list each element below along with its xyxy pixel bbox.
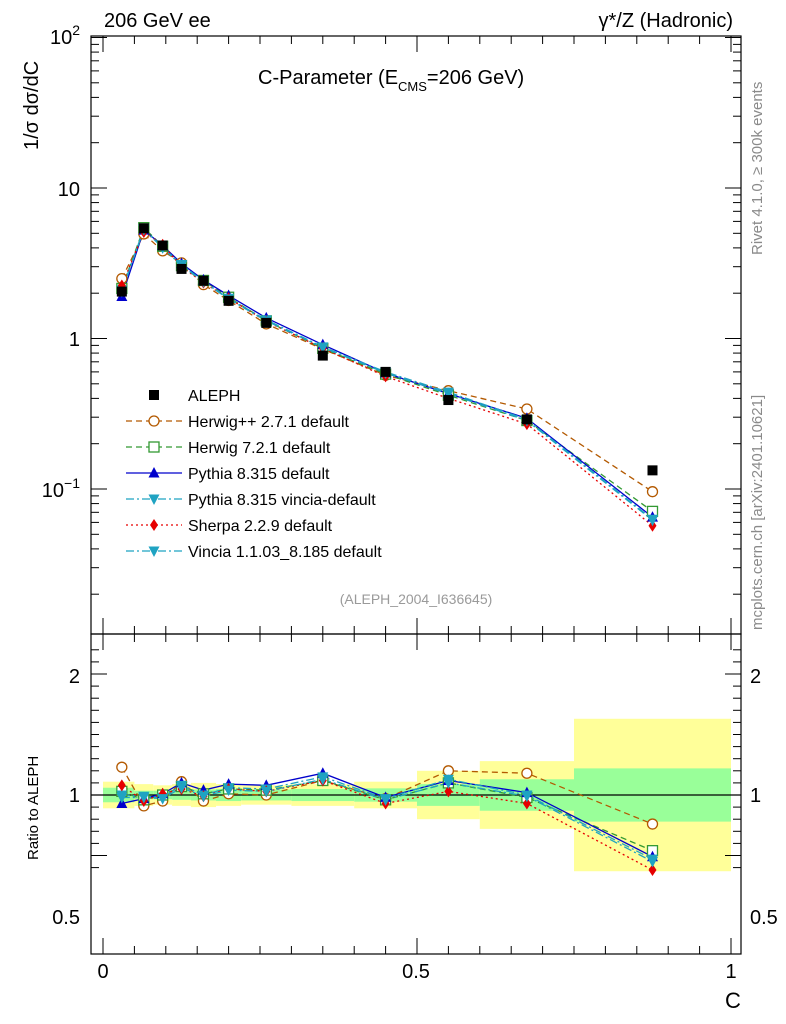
point-ALEPH: [521, 414, 532, 425]
legend-marker-ALEPH: [149, 390, 159, 400]
legend-label-vincia: Vincia 1.1.03_8.185 default: [188, 544, 382, 561]
mcplots-label: mcplots.cern.ch [arXiv:2401.10621]: [749, 395, 766, 630]
ratio-point-vincia: [380, 795, 392, 806]
main-series-markers: [116, 222, 659, 532]
ratio-frame: [90, 633, 742, 955]
ratio-point-sherpa: [522, 797, 531, 810]
ratio-point-herwigpp: [521, 767, 533, 779]
legend-marker-herwigpp: [148, 415, 160, 427]
ratio-point-sherpa: [444, 785, 453, 798]
ratio-point-sherpa: [117, 779, 126, 792]
y-axis-label: 1/σ dσ/dC: [21, 61, 43, 150]
ratio-line-sherpa: [121, 779, 653, 871]
ratio-tick-label-1: 1: [69, 785, 80, 807]
series-line-herwig7: [121, 226, 653, 512]
ratio-tick-label-right-1: 1: [750, 785, 761, 807]
point-ALEPH: [116, 286, 127, 297]
analysis-label: (ALEPH_2004_I636645): [340, 591, 493, 607]
y-tick-label-1: 1: [69, 329, 80, 351]
ratio-panel: Ratio to ALEPH 2 1 0.5 2 1 0.5 0 0.5 1 C: [25, 633, 778, 1013]
point-ALEPH: [261, 317, 272, 328]
ratio-point-sherpa: [648, 864, 657, 877]
legend-marker-pythia: [148, 467, 160, 478]
legend: ALEPH Herwig++ 2.7.1 default Herwig 7.2.1 …: [126, 388, 382, 561]
point-vincia: [317, 343, 329, 354]
ratio-tick-label-0.5: 0.5: [52, 907, 80, 929]
point-ALEPH: [138, 223, 149, 234]
point-herwigpp: [646, 486, 659, 498]
ratio-tick-label-right-2: 2: [750, 666, 761, 688]
header-left-label: 206 GeV ee: [104, 10, 211, 32]
ratio-point-vincia: [260, 786, 272, 798]
chart-title-main: C-Parameter (E: [258, 67, 398, 89]
legend-label-pythia: Pythia 8.315 default: [188, 466, 330, 483]
point-ALEPH: [317, 350, 328, 361]
ratio-point-herwigpp: [442, 765, 455, 777]
point-ALEPH: [380, 366, 391, 377]
ratio-y-axis-label: Ratio to ALEPH: [25, 756, 42, 860]
chart-title: C-Parameter (ECMS=206 GeV): [258, 67, 524, 94]
ratio-point-vincia: [442, 778, 454, 789]
ratio-point-herwigpp: [116, 761, 128, 773]
chart-title-sub: CMS: [398, 79, 427, 94]
ratio-line-herwig7: [121, 779, 653, 852]
rivet-label: Rivet 4.1.0, ≥ 300k events: [749, 82, 766, 255]
legend-label-sherpa: Sherpa 2.2.9 default: [188, 518, 333, 535]
x-tick-label-0.5: 0.5: [402, 961, 430, 983]
ratio-tick-label-right-0.5: 0.5: [750, 907, 778, 929]
legend-label-ALEPH: ALEPH: [188, 388, 240, 405]
ratio-point-vincia: [197, 791, 209, 803]
point-ALEPH: [176, 263, 187, 274]
y-tick-label-10: 10: [58, 179, 80, 201]
ratio-tick-label-2: 2: [69, 666, 80, 688]
point-ALEPH: [198, 275, 209, 286]
point-vincia: [647, 515, 658, 527]
y-tick-0.1-exp: −1: [64, 475, 80, 491]
ratio-point-herwigpp: [646, 818, 659, 830]
x-axis-label: C: [725, 988, 741, 1013]
ratio-point-vincia: [157, 794, 169, 805]
y-tick-0.1-base: 10: [42, 480, 64, 502]
point-vincia: [442, 389, 454, 400]
ratio-point-vincia: [647, 857, 658, 868]
main-panel: C-Parameter (ECMS=206 GeV) 1/σ dσ/dC 102…: [21, 22, 742, 635]
y-tick-100-exp: 2: [72, 22, 80, 38]
ratio-series-markers: [116, 761, 659, 877]
chart-title-tail: =206 GeV): [427, 67, 524, 89]
point-ALEPH: [443, 395, 454, 406]
ratio-point-vincia: [138, 792, 150, 804]
ratio-point-vincia: [116, 792, 128, 804]
point-ALEPH: [223, 295, 234, 306]
header-right-label: γ*/Z (Hadronic): [599, 10, 733, 32]
ratio-point-vincia: [223, 785, 235, 797]
legend-marker-sherpa: [150, 519, 158, 531]
legend-marker-vincia: [148, 546, 160, 557]
y-tick-100-base: 10: [50, 27, 72, 49]
legend-marker-pythia-vincia: [148, 494, 160, 505]
y-tick-label-100: 102: [50, 22, 80, 49]
x-tick-label-1: 1: [725, 961, 736, 983]
point-ALEPH: [647, 465, 658, 476]
y-tick-label-0.1: 10−1: [42, 475, 80, 502]
x-tick-label-0: 0: [97, 961, 108, 983]
point-ALEPH: [157, 240, 168, 251]
main-axis-ticks: [91, 36, 741, 634]
legend-label-herwig7: Herwig 7.2.1 default: [188, 440, 331, 457]
ratio-point-vincia: [521, 791, 533, 803]
legend-label-pythia-vincia: Pythia 8.315 vincia-default: [188, 492, 376, 509]
ratio-point-vincia: [176, 783, 187, 794]
legend-label-herwigpp: Herwig++ 2.7.1 default: [188, 414, 350, 431]
legend-marker-herwig7: [148, 441, 160, 453]
ratio-point-vincia: [317, 774, 329, 786]
